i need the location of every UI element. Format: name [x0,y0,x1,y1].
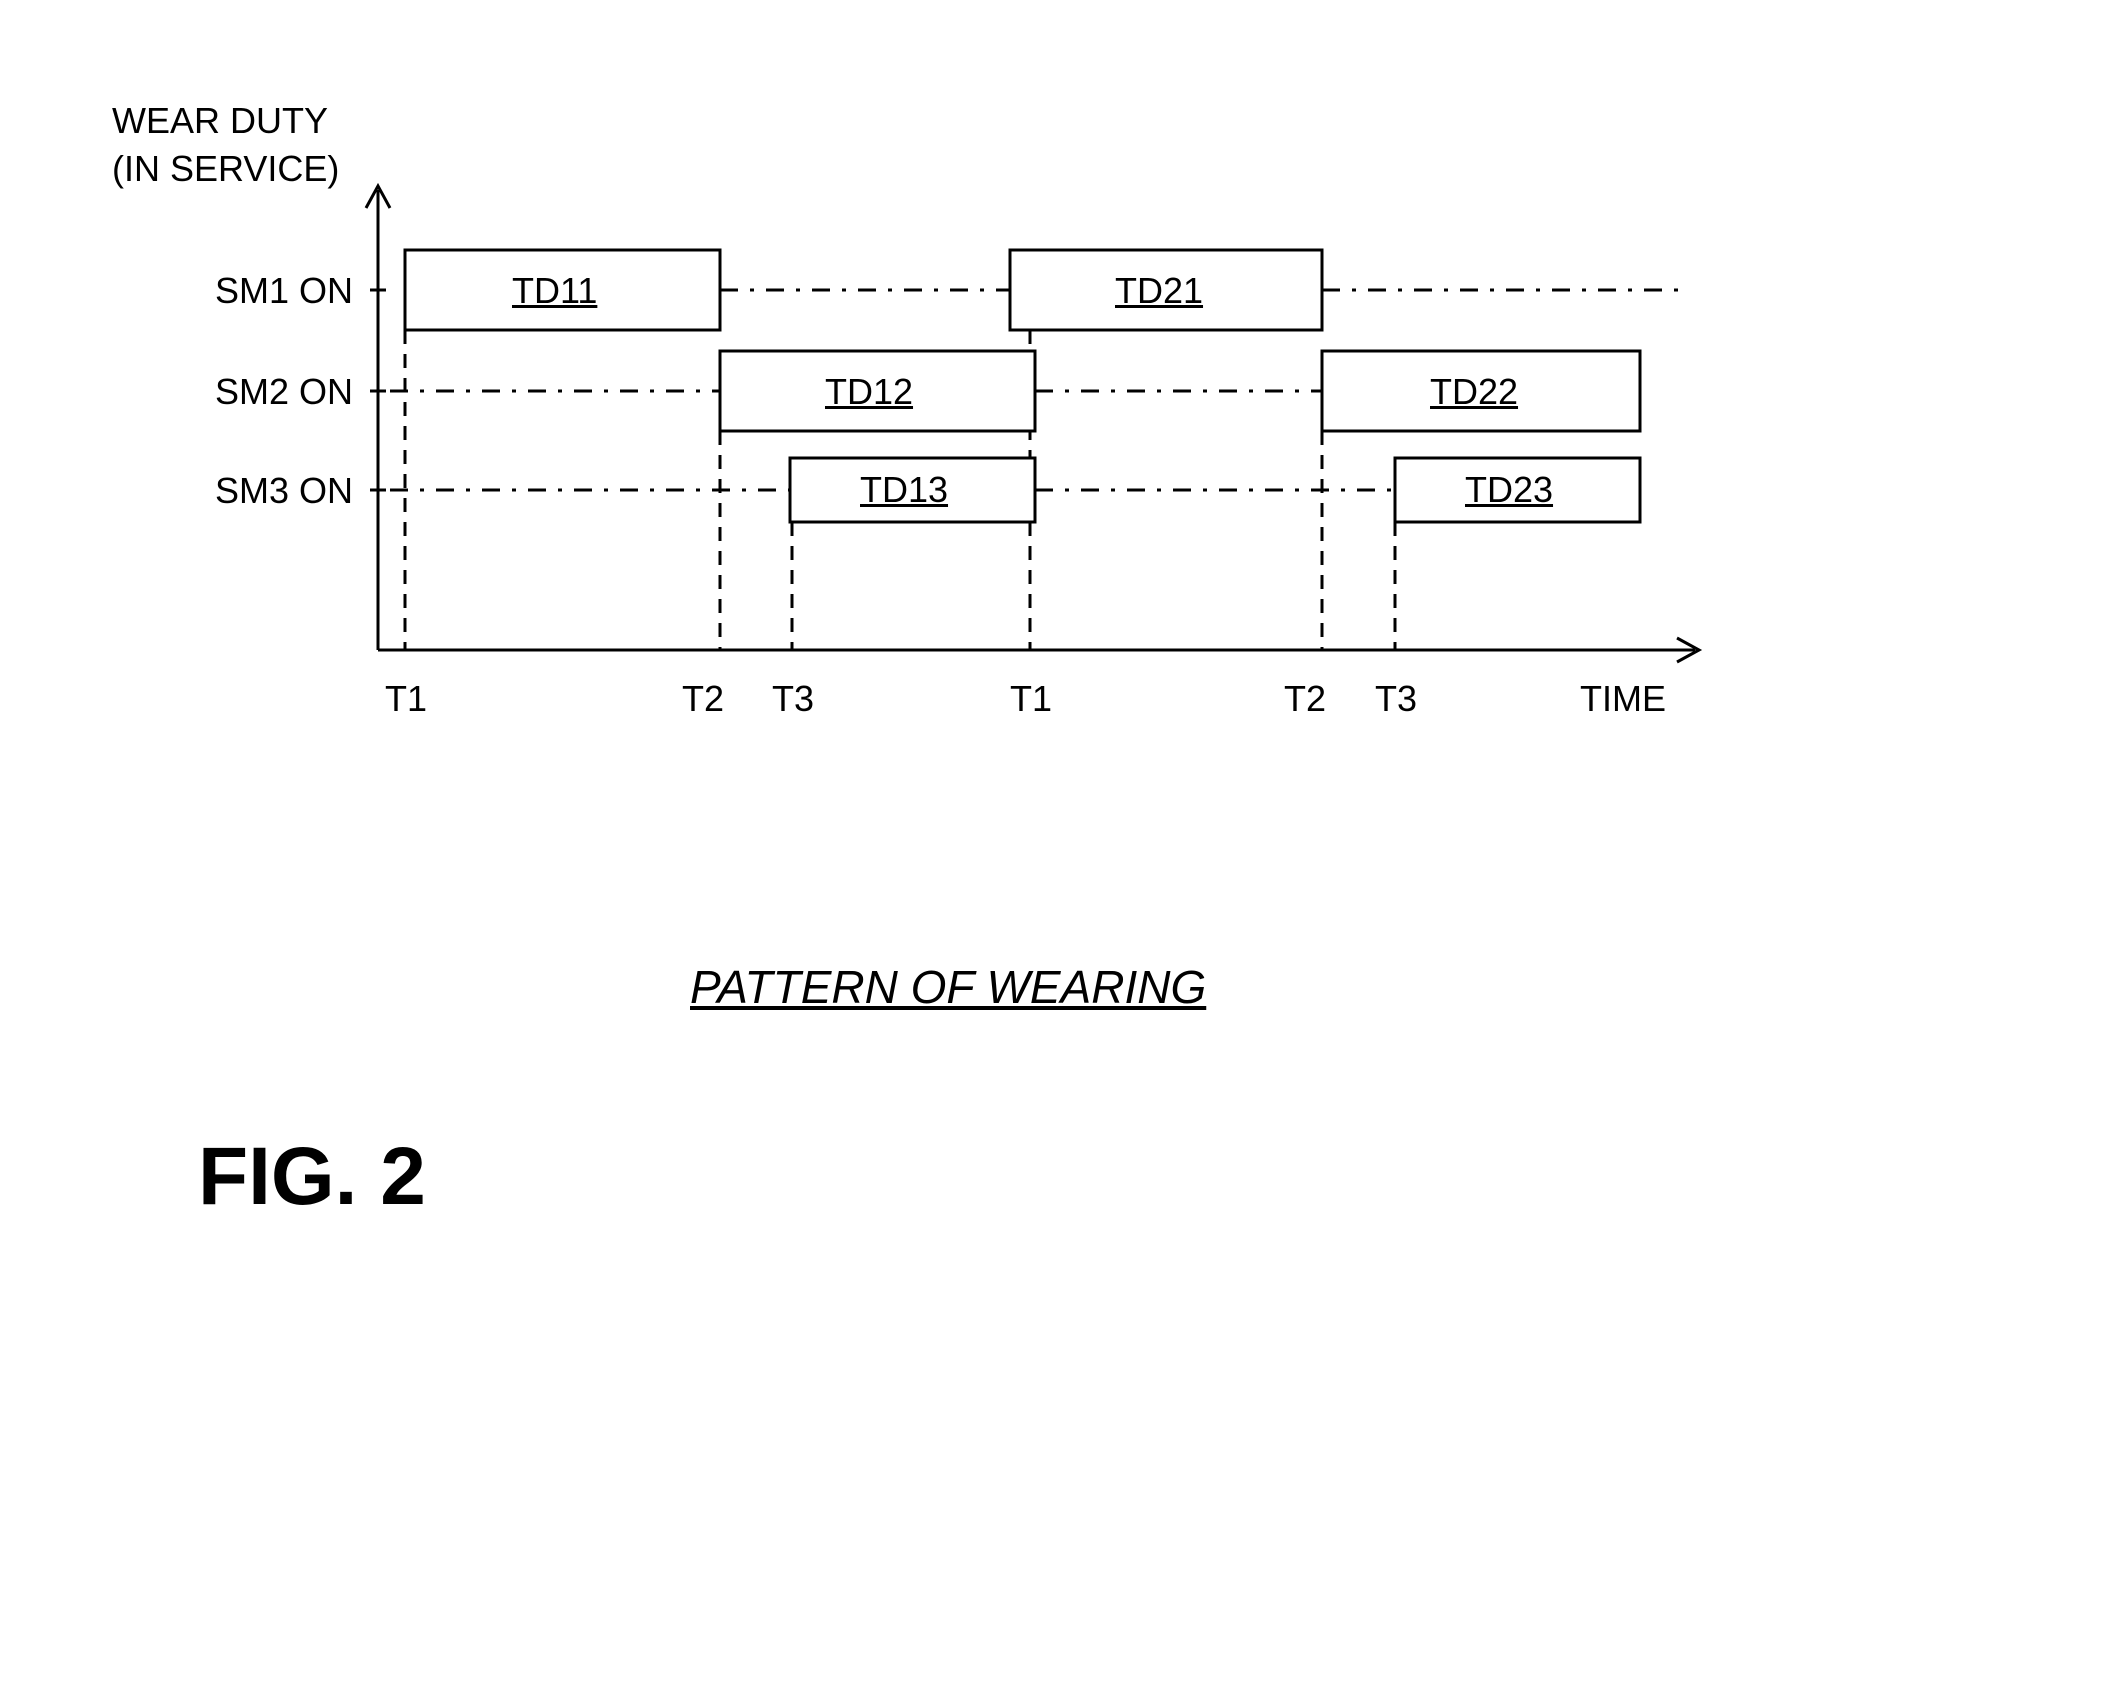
x-tick-t2b: T2 [1284,678,1326,720]
row-label-sm2: SM2 ON [215,371,353,413]
row-label-sm1: SM1 ON [215,270,353,312]
figure-caption: PATTERN OF WEARING [690,960,1206,1014]
x-tick-t1a: T1 [385,678,427,720]
figure-label: FIG. 2 [198,1130,426,1224]
label-td12: TD12 [825,371,913,413]
label-td21: TD21 [1115,270,1203,312]
x-axis-label: TIME [1580,678,1666,720]
label-td23: TD23 [1465,469,1553,511]
label-td13: TD13 [860,469,948,511]
x-tick-t1b: T1 [1010,678,1052,720]
figure-container: WEAR DUTY (IN SERVICE) [0,0,2114,1690]
label-td22: TD22 [1430,371,1518,413]
timing-chart [0,0,2114,900]
x-tick-t3a: T3 [772,678,814,720]
row-label-sm3: SM3 ON [215,470,353,512]
x-tick-t2a: T2 [682,678,724,720]
x-tick-t3b: T3 [1375,678,1417,720]
label-td11: TD11 [512,270,597,312]
